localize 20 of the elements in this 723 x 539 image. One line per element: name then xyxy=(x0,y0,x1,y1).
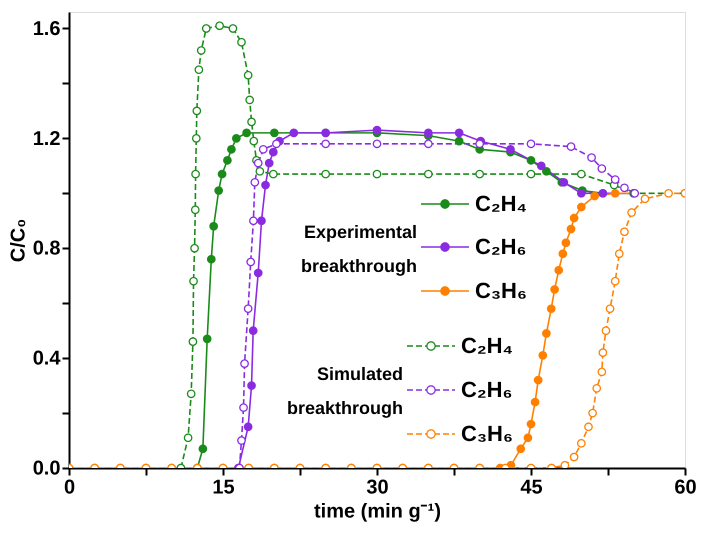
annotation: Experimental breakthrough xyxy=(300,222,417,276)
y-tick-label: 0.4 xyxy=(32,348,62,370)
annotation: Simulated breakthrough xyxy=(286,364,403,418)
x-tick-label: 15 xyxy=(212,476,235,498)
x-axis-title: time (min g⁻¹) xyxy=(314,500,441,522)
y-tick-label: 0.8 xyxy=(32,238,60,260)
x-tick-label: 60 xyxy=(674,476,697,498)
x-tick-label: 45 xyxy=(520,476,543,498)
legend-label: C₂H₄ xyxy=(475,191,528,216)
x-tick-label: 0 xyxy=(64,476,76,498)
y-tick-label: 1.2 xyxy=(32,128,60,150)
legend-label: C₃H₆ xyxy=(475,278,527,303)
y-tick-label: 1.6 xyxy=(32,18,60,40)
y-tick-label: 0.0 xyxy=(32,458,60,480)
legend-label: C₂H₄ xyxy=(461,333,514,358)
y-axis-title: C/C₀ xyxy=(8,218,30,262)
legend-label: C₂H₆ xyxy=(461,377,513,402)
legend-label: C₃H₆ xyxy=(461,421,513,446)
legend-label: C₂H₆ xyxy=(475,234,527,259)
x-tick-label: 30 xyxy=(366,476,389,498)
